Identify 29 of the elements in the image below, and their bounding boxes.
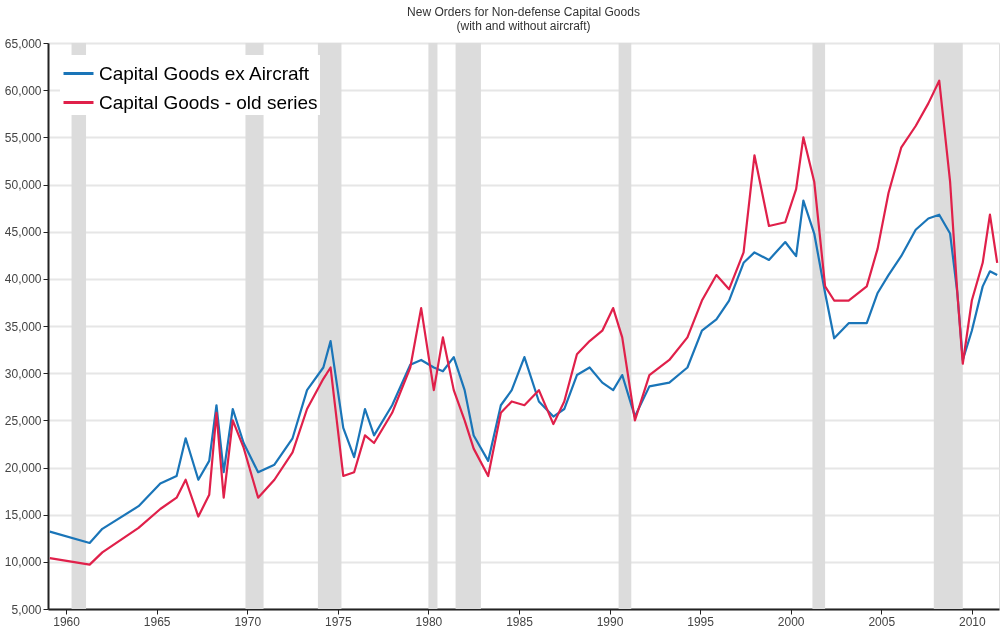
x-tick-label: 1980 [415,614,443,629]
legend-label: Capital Goods - old series [99,91,318,113]
y-tick-label: 45,000 [4,225,42,240]
x-tick-label: 1990 [596,614,624,629]
y-tick-label: 30,000 [4,366,42,381]
x-tick-label: 1965 [143,614,171,629]
x-tick-label: 1985 [506,614,534,629]
y-tick-label: 25,000 [4,413,42,428]
y-tick-label: 5,000 [11,602,42,617]
x-tick-label: 2000 [777,614,805,629]
x-tick-label: 1960 [53,614,81,629]
y-tick-label: 40,000 [4,272,42,287]
x-tick-label: 1970 [234,614,262,629]
y-tick-label: 20,000 [4,461,42,475]
chart-title: New Orders for Non-defense Capital Goods [407,5,640,19]
y-tick-label: 55,000 [4,130,42,145]
line-series [48,199,999,545]
y-tick-label: 10,000 [4,555,42,570]
x-tick-label: 1975 [324,614,352,629]
x-tick-label: 2005 [868,614,896,629]
y-tick-label: 65,000 [4,36,42,51]
legend-label: Capital Goods ex Aircraft [99,62,310,84]
chart-subtitle: (with and without aircraft) [456,19,591,33]
y-tick-label: 60,000 [4,83,42,98]
y-tick-label: 35,000 [4,319,42,334]
y-tick-label: 50,000 [4,178,42,192]
x-tick-label: 1995 [687,614,715,629]
x-tick-label: 2010 [958,614,986,629]
y-tick-label: 15,000 [4,508,42,523]
